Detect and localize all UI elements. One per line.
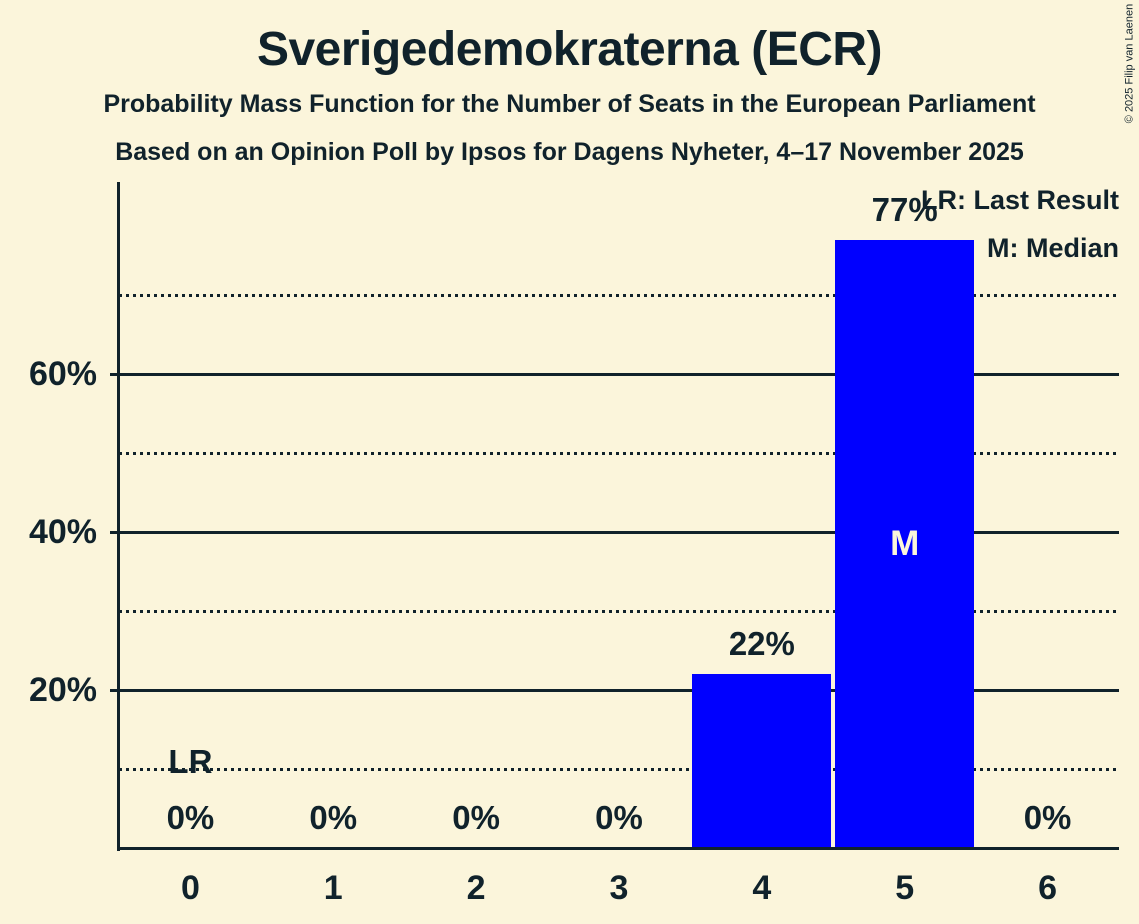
category-cell-6: 0% bbox=[976, 182, 1119, 848]
x-axis-line bbox=[117, 847, 1119, 850]
median-marker: M bbox=[890, 523, 920, 563]
plot-area: 0% LR 0% 0% 0% 22% M 77% 0% bbox=[110, 182, 1119, 851]
x-tick-label-3: 3 bbox=[609, 869, 629, 907]
y-tick-label-60: 60% bbox=[28, 355, 97, 393]
gridline-solid-60 bbox=[110, 372, 1119, 376]
copyright-notice: © 2025 Filip van Laenen bbox=[1123, 3, 1136, 124]
chart-subtitle-poll: Based on an Opinion Poll by Ipsos for Da… bbox=[115, 138, 1024, 166]
category-cell-4: 22% bbox=[690, 182, 833, 848]
y-tick-label-20: 20% bbox=[28, 671, 97, 709]
y-tick-label-40: 40% bbox=[28, 513, 97, 551]
x-tick-label-2: 2 bbox=[466, 869, 486, 907]
value-label-4: 22% bbox=[728, 625, 795, 663]
x-tick-label-1: 1 bbox=[323, 869, 343, 907]
value-label-1: 0% bbox=[309, 799, 358, 836]
x-tick-label-6: 6 bbox=[1038, 869, 1058, 907]
category-cell-0: 0% LR bbox=[119, 182, 262, 848]
chart-legend: LR: Last Result M: Median bbox=[921, 176, 1119, 272]
gridline-solid-20 bbox=[110, 688, 1119, 692]
chart-subtitle-pmf: Probability Mass Function for the Number… bbox=[103, 90, 1036, 118]
category-cell-3: 0% bbox=[548, 182, 691, 848]
last-result-marker: LR bbox=[168, 743, 213, 780]
x-tick-label-4: 4 bbox=[752, 869, 772, 907]
gridline-solid-40 bbox=[110, 530, 1119, 534]
gridline-dotted-70 bbox=[119, 293, 1119, 297]
category-cell-1: 0% bbox=[262, 182, 405, 848]
value-label-2: 0% bbox=[452, 799, 500, 836]
legend-last-result: LR: Last Result bbox=[920, 185, 1119, 215]
bar-seats-5: M bbox=[835, 239, 975, 848]
x-tick-label-0: 0 bbox=[180, 869, 200, 907]
gridline-dotted-50 bbox=[119, 451, 1119, 455]
category-cell-2: 0% bbox=[405, 182, 548, 848]
chart-title: Sverigedemokraterna (ECR) bbox=[256, 23, 883, 76]
value-label-0: 0% bbox=[166, 799, 215, 836]
gridline-dotted-30 bbox=[119, 609, 1119, 613]
x-tick-label-5: 5 bbox=[895, 869, 915, 907]
value-label-6: 0% bbox=[1023, 799, 1072, 836]
category-cell-5: M 77% bbox=[833, 182, 976, 848]
y-axis-line bbox=[117, 182, 120, 851]
value-label-3: 0% bbox=[595, 799, 643, 836]
value-label-5: 77% bbox=[871, 190, 938, 228]
legend-median: M: Median bbox=[987, 233, 1119, 263]
bar-seats-4 bbox=[692, 674, 832, 848]
gridline-dotted-10 bbox=[119, 767, 1119, 771]
